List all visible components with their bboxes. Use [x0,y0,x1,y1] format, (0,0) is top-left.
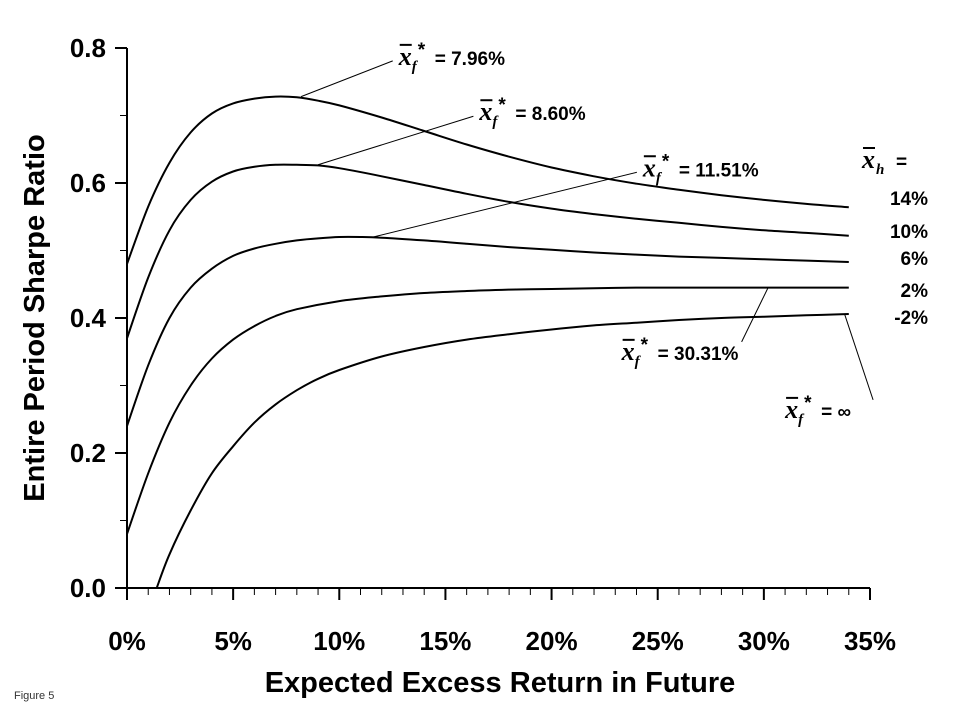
series-line-10pct [126,163,849,339]
ticks: 0% 5% 10% 15% 20% 25% 30% 35% 0.0 0.2 0.4 0.6 0.8 [70,33,896,656]
legend-subscript: h [876,162,884,178]
annotation-star: * [662,151,670,172]
series-line-neg2pct [155,313,849,589]
annotation-symbol: x [642,153,656,182]
annotation-symbol: x [621,337,635,366]
series-label: 10% [890,222,928,243]
y-tick-label: 0.2 [70,438,106,468]
axes [126,48,870,589]
y-tick-label: 0.6 [70,168,106,198]
series-line-14pct [126,95,849,265]
annotation-leader [844,313,874,401]
y-tick-label: 0.8 [70,33,106,63]
series-label: 2% [901,281,929,302]
y-tick-label: 0.0 [70,573,106,603]
legend-title: x h = [861,145,907,178]
annotation-symbol: x [478,97,492,126]
annotation-star: * [641,335,649,356]
annotation-subscript: f [656,170,663,186]
annotation: x f* = 11.51% [373,151,759,238]
annotation-value: = 8.60% [515,104,585,125]
annotation-leader [317,115,474,166]
annotation-subscript: f [412,59,419,75]
series-labels: 14% 10% 6% 2% -2% x h = [861,145,928,329]
annotation-value: = 7.96% [435,49,505,70]
series-label: 6% [901,249,929,270]
annotation-leader [373,171,637,238]
y-axis-title: Entire Period Sharpe Ratio [19,134,51,501]
annotation-subscript: f [492,114,499,130]
annotation: x f* = 8.60% [317,95,586,166]
annotation-leader [300,60,393,98]
x-tick-label: 20% [526,626,578,656]
figure-caption: Figure 5 [14,690,55,702]
annotations: x f* = 7.96%x f* = 8.60%x f* = 11.51%x f* = 30.3… [300,40,874,428]
annotation-value: = ∞ [821,402,851,423]
annotation-star: * [418,40,426,61]
annotation-symbol: x [784,395,798,424]
annotation: x f* = 7.96% [300,40,505,98]
x-tick-label: 5% [214,626,252,656]
annotation-symbol: x [398,42,412,71]
annotation: x f* = ∞ [784,313,874,428]
x-tick-label: 30% [738,626,790,656]
x-tick-label: 0% [108,626,146,656]
annotation-star: * [498,95,506,116]
x-tick-label: 15% [419,626,471,656]
series-lines [126,95,849,589]
series-label: 14% [890,189,928,210]
y-tick-label: 0.4 [70,303,107,333]
annotation-subscript: f [798,412,805,428]
x-tick-label: 35% [844,626,896,656]
legend-equals: = [896,152,907,173]
annotation-star: * [804,393,812,414]
annotation-leader [741,287,769,343]
x-tick-label: 10% [313,626,365,656]
series-label: -2% [894,308,928,329]
annotation-subscript: f [635,354,642,370]
series-line-2pct [126,286,849,535]
annotation-value: = 11.51% [679,160,759,181]
x-axis-title: Expected Excess Return in Future [265,667,736,699]
x-tick-label: 25% [632,626,684,656]
annotation-value: = 30.31% [658,344,739,365]
annotation: x f* = 30.31% [621,287,769,370]
legend-symbol: x [861,145,875,174]
series-line-6pct [126,235,849,427]
